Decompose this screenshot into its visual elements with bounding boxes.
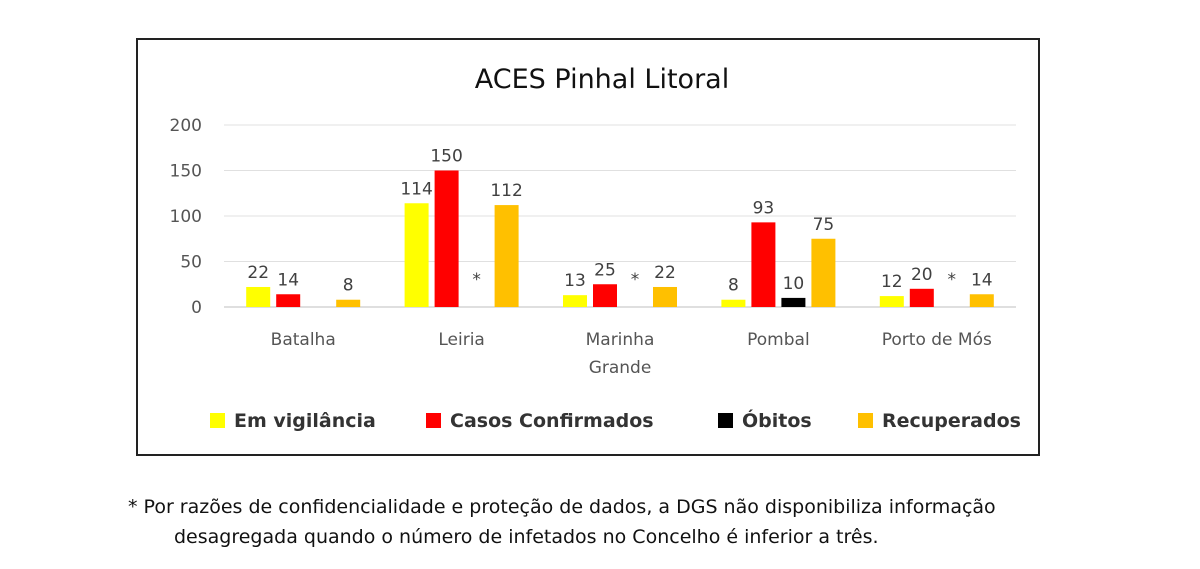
bar	[563, 295, 587, 307]
data-label: 12	[881, 272, 903, 292]
y-tick-label: 100	[170, 207, 202, 227]
suppressed-marker: *	[631, 270, 640, 290]
legend-label: Em vigilância	[234, 410, 376, 432]
footnote-line-2: desagregada quando o número de infetados…	[174, 526, 879, 548]
suppressed-marker: *	[472, 270, 481, 290]
bar	[246, 286, 271, 307]
chart-frame: ACES Pinhal Litoral 0 50 100 150 200 22 14 8 11…	[136, 38, 1040, 456]
suppressed-marker: *	[948, 270, 957, 290]
bar	[781, 297, 806, 307]
data-label: 25	[594, 260, 616, 280]
bar	[653, 286, 677, 307]
bar	[494, 205, 519, 307]
data-label: 93	[753, 198, 775, 218]
bar	[404, 203, 429, 307]
footnote: * Por razões de confidencialidade e prot…	[128, 492, 1188, 552]
legend-swatch	[718, 413, 733, 428]
data-label: 114	[400, 179, 432, 199]
data-label: 10	[783, 274, 805, 294]
data-label: 14	[277, 270, 299, 290]
y-tick-label: 50	[180, 253, 202, 273]
legend-swatch	[210, 413, 225, 428]
data-label: 75	[813, 215, 835, 235]
x-tick-label: Porto de Mós	[882, 330, 992, 350]
data-label: 8	[343, 276, 354, 296]
data-label: 112	[490, 181, 522, 201]
bar	[751, 222, 776, 307]
y-tick-label: 200	[170, 116, 202, 136]
data-label: 22	[654, 263, 676, 283]
legend-swatch	[426, 413, 441, 428]
data-label: 13	[564, 271, 586, 291]
x-tick-label: Pombal	[747, 330, 810, 350]
data-label: 14	[971, 270, 993, 290]
footnote-line-1: * Por razões de confidencialidade e prot…	[128, 496, 996, 518]
bar	[969, 294, 994, 307]
chart-title: ACES Pinhal Litoral	[475, 64, 729, 95]
bar	[811, 238, 836, 307]
data-label: 22	[247, 263, 269, 283]
legend-label: Óbitos	[742, 408, 812, 432]
data-label: 150	[430, 147, 462, 167]
y-tick-label: 150	[170, 162, 202, 182]
legend-label: Casos Confirmados	[450, 410, 654, 432]
x-tick-label: Leiria	[438, 330, 484, 350]
bar	[721, 299, 746, 307]
bar	[909, 288, 934, 307]
x-tick-label: Batalha	[271, 330, 336, 350]
bar	[276, 294, 301, 307]
bar	[879, 296, 904, 307]
bar	[593, 284, 617, 307]
x-tick-label: Grande	[589, 358, 652, 378]
y-tick-label: 0	[191, 298, 202, 318]
data-label: 20	[911, 265, 933, 285]
x-tick-label: Marinha	[586, 330, 655, 350]
legend-label: Recuperados	[882, 410, 1021, 432]
legend-swatch	[858, 413, 873, 428]
bar	[434, 170, 459, 307]
bar	[336, 299, 361, 307]
data-label: 8	[728, 276, 739, 296]
bar-chart: ACES Pinhal Litoral 0 50 100 150 200 22 14 8 11…	[170, 64, 1021, 432]
